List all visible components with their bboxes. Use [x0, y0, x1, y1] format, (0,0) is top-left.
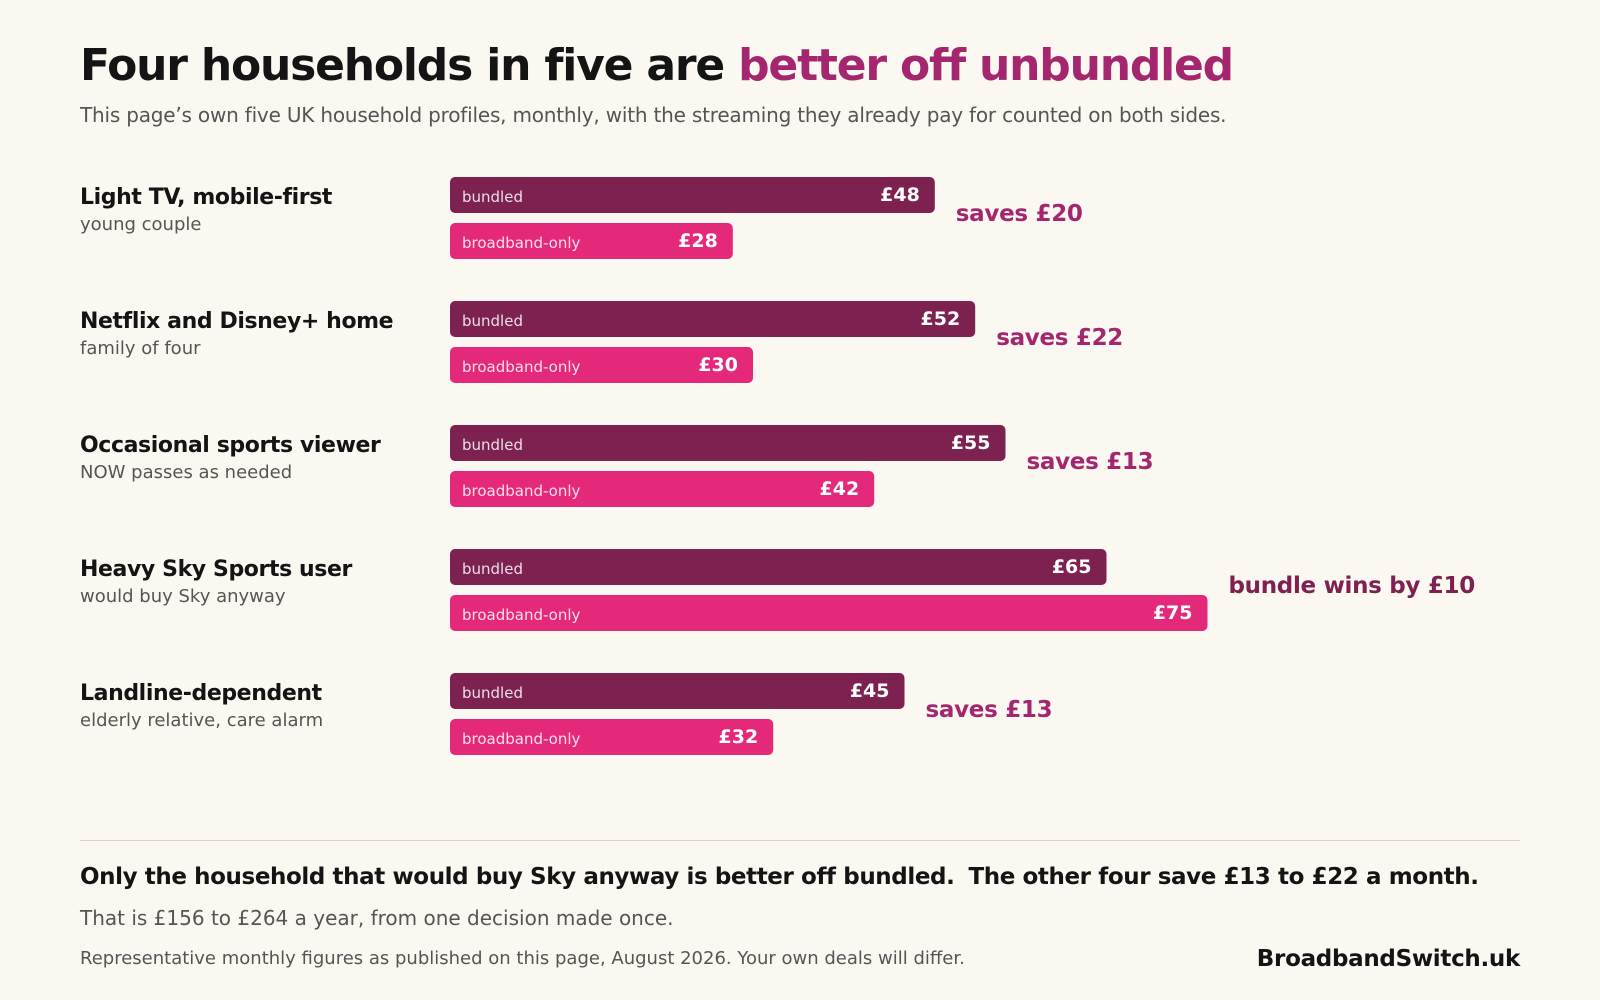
bar-bundled: [450, 673, 905, 709]
household-name: Netflix and Disney+ home: [80, 309, 393, 334]
divider: [80, 840, 1520, 841]
headline: Four households in five are better off u…: [80, 40, 1234, 91]
household-name: Occasional sports viewer: [80, 433, 381, 458]
bar-broadband-only: [450, 595, 1208, 631]
bundle-wins-label: bundle wins by £10: [1229, 573, 1475, 599]
bar-series-label: broadband-only: [462, 234, 581, 252]
bar-broadband-only: [450, 719, 774, 755]
savings-label: saves £13: [926, 697, 1053, 723]
bar-broadband-only: [450, 223, 733, 259]
household-name: Light TV, mobile-first: [80, 185, 333, 210]
bar-series-label: bundled: [462, 560, 523, 578]
conclusion: Only the household that would buy Sky an…: [80, 864, 1479, 890]
bar-bundled: [450, 549, 1107, 585]
bar-value-label: £65: [1052, 556, 1092, 578]
bar-series-label: broadband-only: [462, 482, 581, 500]
bar-broadband-only: [450, 471, 875, 507]
headline-accent: better off unbundled: [738, 40, 1234, 91]
bar-value-label: £45: [850, 680, 890, 702]
household-name: Heavy Sky Sports user: [80, 557, 353, 582]
bar-value-label: £30: [698, 354, 738, 376]
bar-bundled: [450, 425, 1006, 461]
bar-value-label: £42: [820, 478, 860, 500]
household-detail: young couple: [80, 214, 201, 235]
bar-value-label: £55: [951, 432, 991, 454]
bar-series-label: broadband-only: [462, 606, 581, 624]
bar-value-label: £75: [1153, 602, 1193, 624]
subtitle: This page’s own five UK household profil…: [80, 103, 1227, 127]
bar-broadband-only: [450, 347, 753, 383]
household-detail: would buy Sky anyway: [80, 586, 286, 607]
bar-value-label: £48: [880, 184, 920, 206]
bar-value-label: £52: [921, 308, 961, 330]
bar-series-label: broadband-only: [462, 358, 581, 376]
bar-bundled: [450, 301, 976, 337]
household-cost-chart: Light TV, mobile-first young couple bundle…: [80, 177, 1475, 755]
headline-lead: Four households in five are: [80, 40, 725, 91]
savings-label: saves £13: [1027, 449, 1154, 475]
brand-logo-text: BroadbandSwitch.uk: [1256, 946, 1521, 972]
conclusion-part-2: The other four save £13 to £22 a month.: [968, 864, 1479, 890]
bar-series-label: broadband-only: [462, 730, 581, 748]
bar-series-label: bundled: [462, 188, 523, 206]
bar-series-label: bundled: [462, 312, 523, 330]
savings-label: saves £20: [956, 201, 1083, 227]
household-name: Landline-dependent: [80, 681, 323, 706]
household-detail: NOW passes as needed: [80, 462, 292, 483]
bar-bundled: [450, 177, 935, 213]
yearly-savings-note: That is £156 to £264 a year, from one de…: [80, 906, 674, 930]
household-detail: family of four: [80, 338, 201, 359]
bar-value-label: £32: [719, 726, 759, 748]
footnote: Representative monthly figures as publis…: [80, 948, 965, 969]
savings-label: saves £22: [996, 325, 1123, 351]
conclusion-part-1: Only the household that would buy Sky an…: [80, 864, 955, 890]
bar-value-label: £28: [678, 230, 718, 252]
bar-series-label: bundled: [462, 436, 523, 454]
household-detail: elderly relative, care alarm: [80, 710, 323, 731]
bar-series-label: bundled: [462, 684, 523, 702]
